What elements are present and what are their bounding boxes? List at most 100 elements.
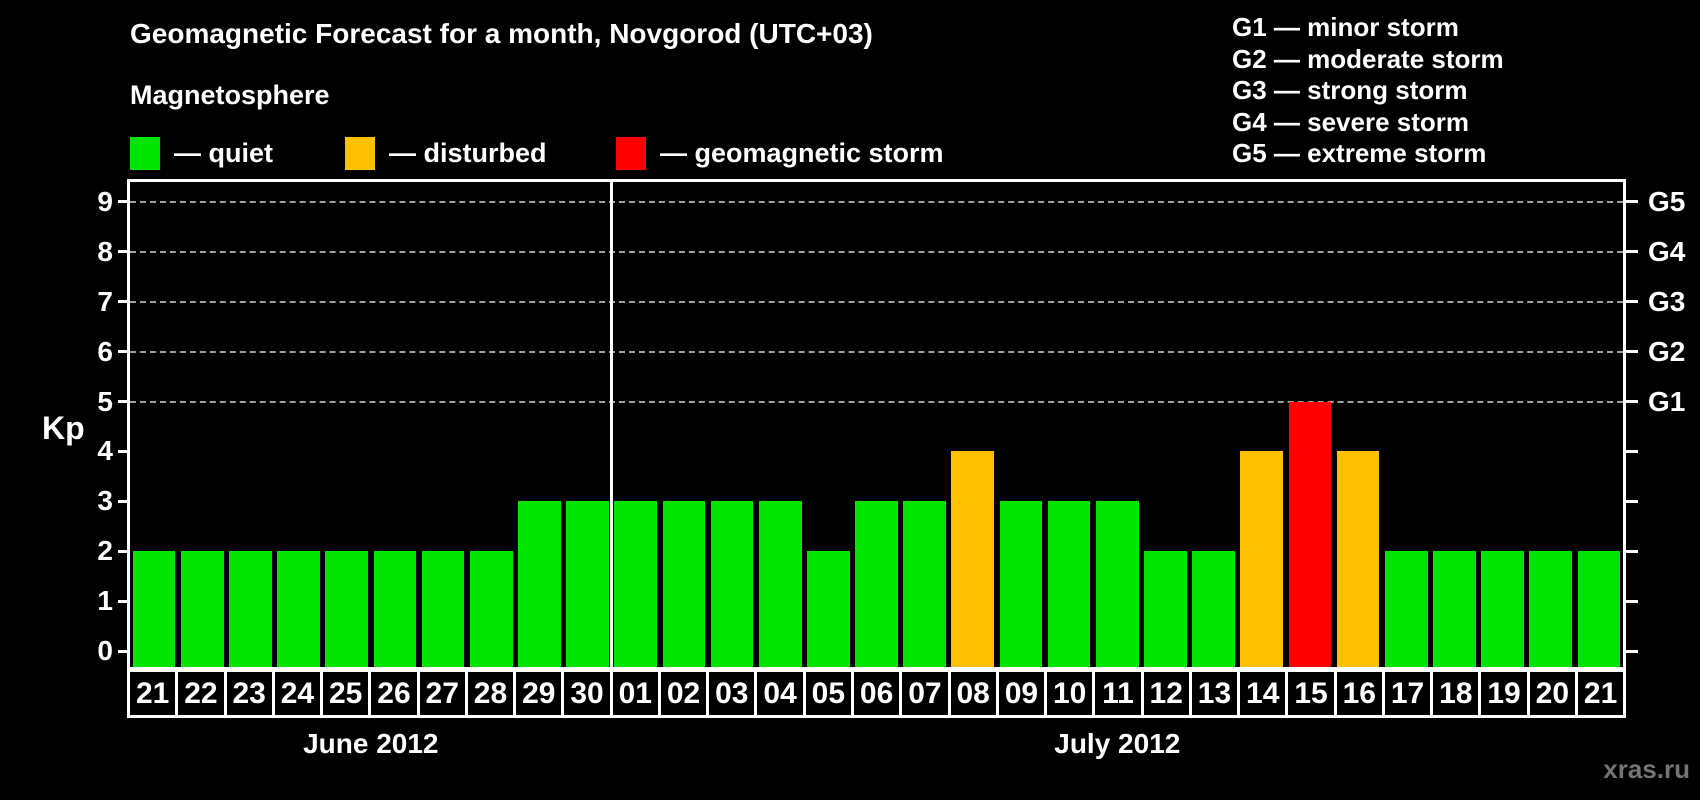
kp-bar xyxy=(421,551,465,667)
month-separator-line xyxy=(610,182,614,667)
y-axis-label: 8 xyxy=(97,235,113,267)
y-axis-tick-left xyxy=(118,300,130,304)
y-axis-tick-right xyxy=(1626,250,1638,254)
day-label: 25 xyxy=(320,672,368,715)
kp-bar xyxy=(277,551,320,667)
gridline-kp7 xyxy=(130,300,1623,303)
day-label: 24 xyxy=(271,672,320,715)
day-label: 07 xyxy=(899,672,947,715)
g-scale-legend-line: G3 — strong storm xyxy=(1232,75,1468,105)
kp-bar xyxy=(373,551,417,667)
month-label-july: July 2012 xyxy=(1054,728,1181,759)
gridline-kp9 xyxy=(130,200,1623,203)
y-axis-label: 7 xyxy=(97,285,113,317)
y-axis-label: 6 xyxy=(97,335,113,367)
day-label: 11 xyxy=(1092,672,1140,715)
kp-bar xyxy=(1240,451,1284,667)
day-label: 13 xyxy=(1188,672,1237,715)
y-axis-title: Kp xyxy=(42,410,85,446)
g-axis-label-g1: G1 xyxy=(1648,385,1686,417)
day-label: 10 xyxy=(1044,672,1092,715)
y-axis-label: 1 xyxy=(97,585,113,617)
day-label: 15 xyxy=(1285,672,1333,715)
legend-title: Magnetosphere xyxy=(130,80,330,110)
y-axis-tick-left xyxy=(118,599,130,603)
kp-bar xyxy=(1095,501,1139,667)
gridline-kp6 xyxy=(130,350,1623,353)
day-label: 20 xyxy=(1526,672,1575,715)
kp-bar xyxy=(229,551,272,667)
day-label: 19 xyxy=(1478,672,1526,715)
day-label: 05 xyxy=(802,672,851,715)
day-label: 12 xyxy=(1140,672,1189,715)
y-axis-label: 9 xyxy=(97,185,113,217)
y-axis-tick-right xyxy=(1626,499,1638,503)
gridline-kp5 xyxy=(130,400,1623,403)
y-axis-tick-left xyxy=(118,499,130,503)
y-axis-tick-right xyxy=(1626,549,1638,553)
y-axis-tick-right xyxy=(1626,449,1638,453)
kp-bar xyxy=(1433,551,1476,667)
month-label-june: June 2012 xyxy=(303,728,439,759)
y-axis-tick-right xyxy=(1626,300,1638,304)
day-label: 16 xyxy=(1333,672,1382,715)
day-label: 29 xyxy=(513,672,561,715)
storm-swatch-icon xyxy=(616,137,646,170)
day-label: 27 xyxy=(416,672,465,715)
kp-bar xyxy=(1047,501,1091,667)
kp-bar xyxy=(758,501,802,667)
day-label: 08 xyxy=(947,672,996,715)
kp-bar xyxy=(614,501,658,667)
day-label: 14 xyxy=(1237,672,1285,715)
y-axis-label: 5 xyxy=(97,385,113,417)
day-label: 21 xyxy=(1574,672,1623,715)
y-axis-tick-left xyxy=(118,250,130,254)
kp-bar xyxy=(662,501,706,667)
kp-bar xyxy=(469,551,513,667)
y-axis-tick-right xyxy=(1626,200,1638,204)
day-label: 09 xyxy=(995,672,1044,715)
g-scale-legend-line: G4 — severe storm xyxy=(1232,106,1470,137)
g-scale-legend-line: G2 — moderate storm xyxy=(1232,43,1504,74)
y-axis-label: 3 xyxy=(97,485,113,517)
plot-area xyxy=(127,179,1626,670)
x-axis-day-row: 21 22 23 24 25 26 27 28 29 30 01 02 03 04 05 06 07 08 09 10… xyxy=(127,669,1626,718)
quiet-swatch-icon xyxy=(130,137,160,170)
kp-bar xyxy=(566,501,609,667)
kp-bar xyxy=(518,501,561,667)
g-axis-label-g2: G2 xyxy=(1648,335,1686,367)
g-axis-label-g4: G4 xyxy=(1648,235,1686,267)
day-label: 17 xyxy=(1381,672,1430,715)
day-label: 18 xyxy=(1430,672,1478,715)
g-axis-label-g5: G5 xyxy=(1648,185,1686,217)
day-label: 26 xyxy=(368,672,416,715)
kp-bar xyxy=(1288,401,1332,667)
day-label: 21 xyxy=(135,676,170,710)
y-axis-tick-left xyxy=(118,649,130,653)
kp-bar xyxy=(132,551,176,667)
legend-item-label: — geomagnetic storm xyxy=(660,138,944,168)
kp-bar xyxy=(903,501,946,667)
legend-item-label: — disturbed xyxy=(389,138,547,168)
day-label: 23 xyxy=(223,672,272,715)
y-axis-tick-left xyxy=(118,449,130,453)
kp-bar xyxy=(807,551,850,667)
kp-bar xyxy=(855,501,898,667)
day-label: 02 xyxy=(657,672,706,715)
day-label: 06 xyxy=(850,672,899,715)
kp-bar xyxy=(999,501,1043,667)
kp-bar xyxy=(951,451,995,667)
g-scale-legend-line: G1 — minor storm xyxy=(1232,12,1459,42)
y-axis-tick-left xyxy=(118,350,130,354)
y-axis-tick-right xyxy=(1626,649,1638,653)
kp-bar xyxy=(1481,551,1524,667)
legend-item-label: — quiet xyxy=(174,138,273,168)
kp-bar xyxy=(180,551,224,667)
day-label: 22 xyxy=(175,672,223,715)
g-scale-legend: G1 — minor storm G2 — moderate storm G3 … xyxy=(1232,12,1504,170)
day-label: 01 xyxy=(609,672,658,715)
g-scale-legend-line: G5 — extreme storm xyxy=(1232,138,1487,168)
kp-bar xyxy=(1529,551,1573,667)
legend-item-quiet: — quiet xyxy=(130,137,273,170)
